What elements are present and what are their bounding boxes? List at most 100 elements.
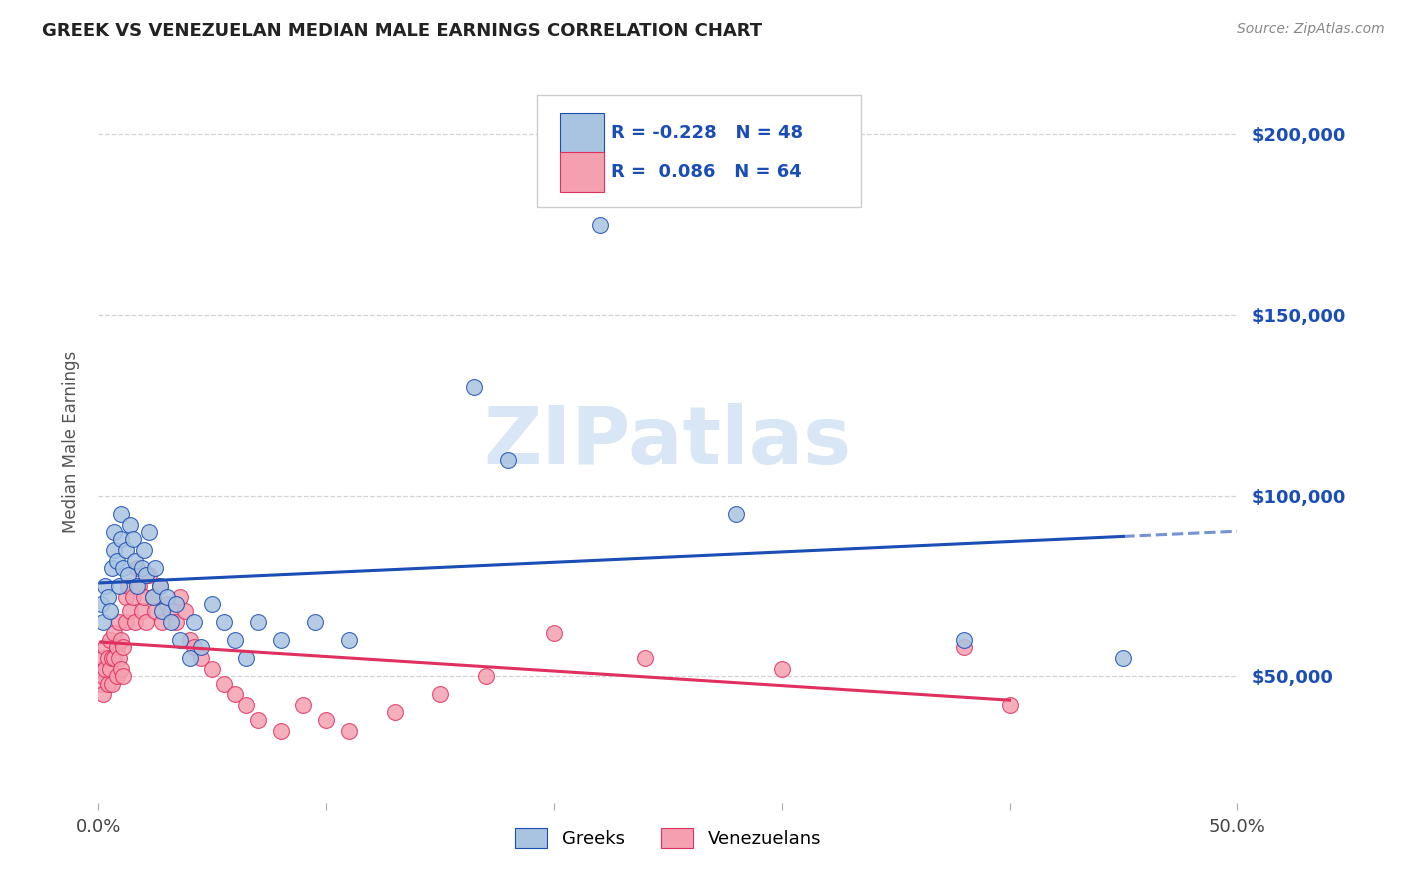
Point bbox=[201, 662, 224, 676]
Point bbox=[169, 590, 191, 604]
Point bbox=[315, 713, 337, 727]
Legend: Greeks, Venezuelans: Greeks, Venezuelans bbox=[515, 828, 821, 848]
Point bbox=[142, 590, 165, 604]
Point bbox=[105, 640, 128, 655]
Point bbox=[110, 662, 132, 676]
Point bbox=[96, 590, 118, 604]
Point bbox=[270, 723, 292, 738]
Point bbox=[165, 597, 187, 611]
Point bbox=[120, 604, 142, 618]
Point bbox=[337, 723, 360, 738]
Point bbox=[105, 669, 128, 683]
Point bbox=[235, 698, 257, 713]
Point bbox=[270, 633, 292, 648]
Point bbox=[120, 517, 142, 532]
Point bbox=[190, 640, 212, 655]
Point bbox=[96, 676, 118, 690]
Point bbox=[183, 615, 205, 630]
Point bbox=[114, 542, 136, 557]
Point bbox=[156, 590, 179, 604]
Point bbox=[138, 524, 160, 539]
Point bbox=[101, 561, 124, 575]
Point bbox=[96, 651, 118, 665]
FancyBboxPatch shape bbox=[560, 112, 605, 153]
Point bbox=[235, 651, 257, 665]
Point bbox=[224, 687, 246, 701]
Point bbox=[953, 640, 976, 655]
Point bbox=[174, 604, 197, 618]
Point bbox=[953, 633, 976, 648]
Point bbox=[145, 561, 167, 575]
Point bbox=[124, 615, 146, 630]
Point bbox=[160, 615, 183, 630]
Point bbox=[98, 604, 121, 618]
Point bbox=[91, 615, 114, 630]
Point bbox=[131, 561, 153, 575]
Point bbox=[384, 706, 406, 720]
Point bbox=[138, 568, 160, 582]
Point bbox=[142, 590, 165, 604]
Point bbox=[103, 524, 125, 539]
Point bbox=[145, 604, 167, 618]
Point bbox=[429, 687, 451, 701]
Point bbox=[149, 579, 172, 593]
Point bbox=[292, 698, 315, 713]
Text: R = -0.228   N = 48: R = -0.228 N = 48 bbox=[612, 124, 803, 142]
Point bbox=[543, 626, 565, 640]
Point bbox=[304, 615, 326, 630]
Point bbox=[108, 579, 131, 593]
Point bbox=[105, 554, 128, 568]
Point bbox=[1112, 651, 1135, 665]
Text: ZIPatlas: ZIPatlas bbox=[484, 402, 852, 481]
Point bbox=[101, 651, 124, 665]
Point bbox=[114, 590, 136, 604]
Point bbox=[634, 651, 657, 665]
Point bbox=[224, 633, 246, 648]
Point bbox=[98, 662, 121, 676]
Point bbox=[110, 507, 132, 521]
Point bbox=[725, 507, 748, 521]
Point bbox=[117, 568, 139, 582]
Point bbox=[190, 651, 212, 665]
Point bbox=[127, 561, 149, 575]
Point bbox=[156, 597, 179, 611]
Point bbox=[131, 604, 153, 618]
Point bbox=[94, 579, 117, 593]
Point bbox=[212, 615, 235, 630]
Point bbox=[121, 590, 143, 604]
Point bbox=[124, 554, 146, 568]
Point bbox=[90, 662, 112, 676]
Point bbox=[101, 676, 124, 690]
Point bbox=[91, 687, 114, 701]
Y-axis label: Median Male Earnings: Median Male Earnings bbox=[62, 351, 80, 533]
Point bbox=[121, 532, 143, 546]
Point bbox=[108, 615, 131, 630]
Point bbox=[770, 662, 793, 676]
Point bbox=[110, 532, 132, 546]
Point bbox=[498, 452, 520, 467]
Point bbox=[160, 604, 183, 618]
Text: R =  0.086   N = 64: R = 0.086 N = 64 bbox=[612, 163, 801, 181]
Point bbox=[463, 380, 485, 394]
Point bbox=[90, 676, 112, 690]
Text: GREEK VS VENEZUELAN MEDIAN MALE EARNINGS CORRELATION CHART: GREEK VS VENEZUELAN MEDIAN MALE EARNINGS… bbox=[42, 22, 762, 40]
Point bbox=[183, 640, 205, 655]
Point bbox=[108, 651, 131, 665]
FancyBboxPatch shape bbox=[560, 152, 605, 193]
Point bbox=[135, 568, 157, 582]
Point bbox=[179, 633, 201, 648]
Point bbox=[165, 615, 187, 630]
Point bbox=[114, 615, 136, 630]
Point bbox=[337, 633, 360, 648]
Point bbox=[201, 597, 224, 611]
Point bbox=[94, 662, 117, 676]
Point bbox=[150, 615, 173, 630]
Point bbox=[117, 579, 139, 593]
Point bbox=[94, 640, 117, 655]
Point bbox=[91, 669, 114, 683]
Point bbox=[246, 713, 269, 727]
Point bbox=[90, 597, 112, 611]
Point bbox=[112, 640, 135, 655]
Point bbox=[474, 669, 496, 683]
Point bbox=[112, 561, 135, 575]
